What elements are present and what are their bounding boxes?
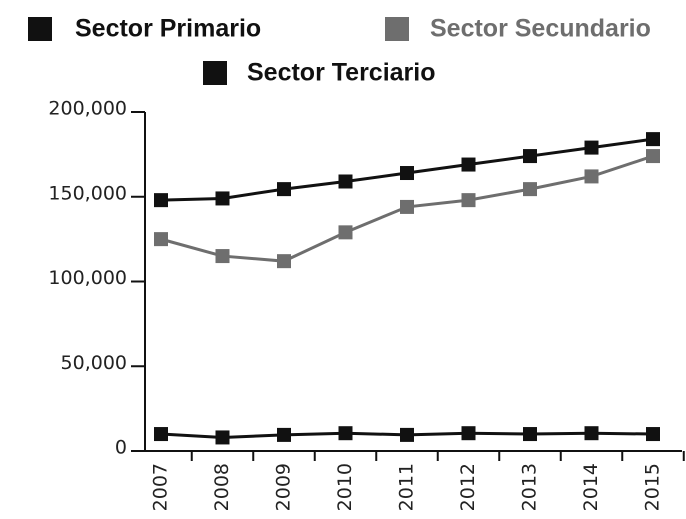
point-marker bbox=[400, 166, 414, 181]
point-marker bbox=[523, 182, 537, 197]
point-marker bbox=[277, 254, 291, 269]
point-marker bbox=[277, 182, 291, 197]
legend-label: Sector Terciario bbox=[247, 59, 436, 87]
legend-label: Sector Secundario bbox=[430, 15, 651, 43]
point-marker bbox=[584, 140, 599, 155]
x-tick-label: 2008 bbox=[211, 463, 233, 511]
point-marker bbox=[461, 193, 476, 208]
point-marker bbox=[215, 191, 230, 206]
point-marker bbox=[215, 430, 230, 445]
point-marker bbox=[646, 427, 660, 442]
point-marker bbox=[338, 225, 353, 240]
point-marker bbox=[523, 149, 537, 164]
point-marker bbox=[154, 427, 168, 442]
x-tick-label: 2010 bbox=[334, 463, 356, 511]
point-marker bbox=[646, 149, 660, 164]
y-tick-label: 50,000 bbox=[61, 352, 127, 374]
legend-swatch bbox=[28, 17, 52, 41]
point-marker bbox=[461, 426, 476, 441]
point-marker bbox=[338, 426, 353, 441]
point-marker bbox=[461, 157, 476, 172]
x-tick-label: 2015 bbox=[642, 463, 664, 511]
x-tick-label: 2011 bbox=[396, 463, 418, 511]
point-marker bbox=[215, 249, 230, 264]
legend-swatch bbox=[203, 61, 227, 85]
y-tick-label: 100,000 bbox=[48, 267, 127, 289]
legend-label: Sector Primario bbox=[75, 15, 261, 43]
x-tick-label: 2014 bbox=[580, 463, 602, 511]
point-marker bbox=[154, 232, 168, 247]
point-marker bbox=[646, 132, 660, 147]
x-tick-label: 2007 bbox=[150, 463, 172, 511]
point-marker bbox=[338, 174, 353, 189]
y-tick-label: 200,000 bbox=[48, 98, 127, 120]
x-tick-label: 2009 bbox=[273, 463, 295, 511]
legend-swatch bbox=[385, 17, 409, 41]
x-tick-label: 2012 bbox=[457, 463, 479, 511]
point-marker bbox=[523, 427, 537, 442]
point-marker bbox=[584, 426, 599, 441]
point-marker bbox=[400, 427, 414, 442]
x-tick-label: 2013 bbox=[519, 463, 541, 511]
y-tick-label: 150,000 bbox=[48, 182, 127, 204]
y-tick-label: 0 bbox=[115, 437, 127, 459]
point-marker bbox=[400, 199, 414, 214]
point-marker bbox=[584, 169, 599, 184]
point-marker bbox=[154, 193, 168, 208]
point-marker bbox=[277, 427, 291, 442]
